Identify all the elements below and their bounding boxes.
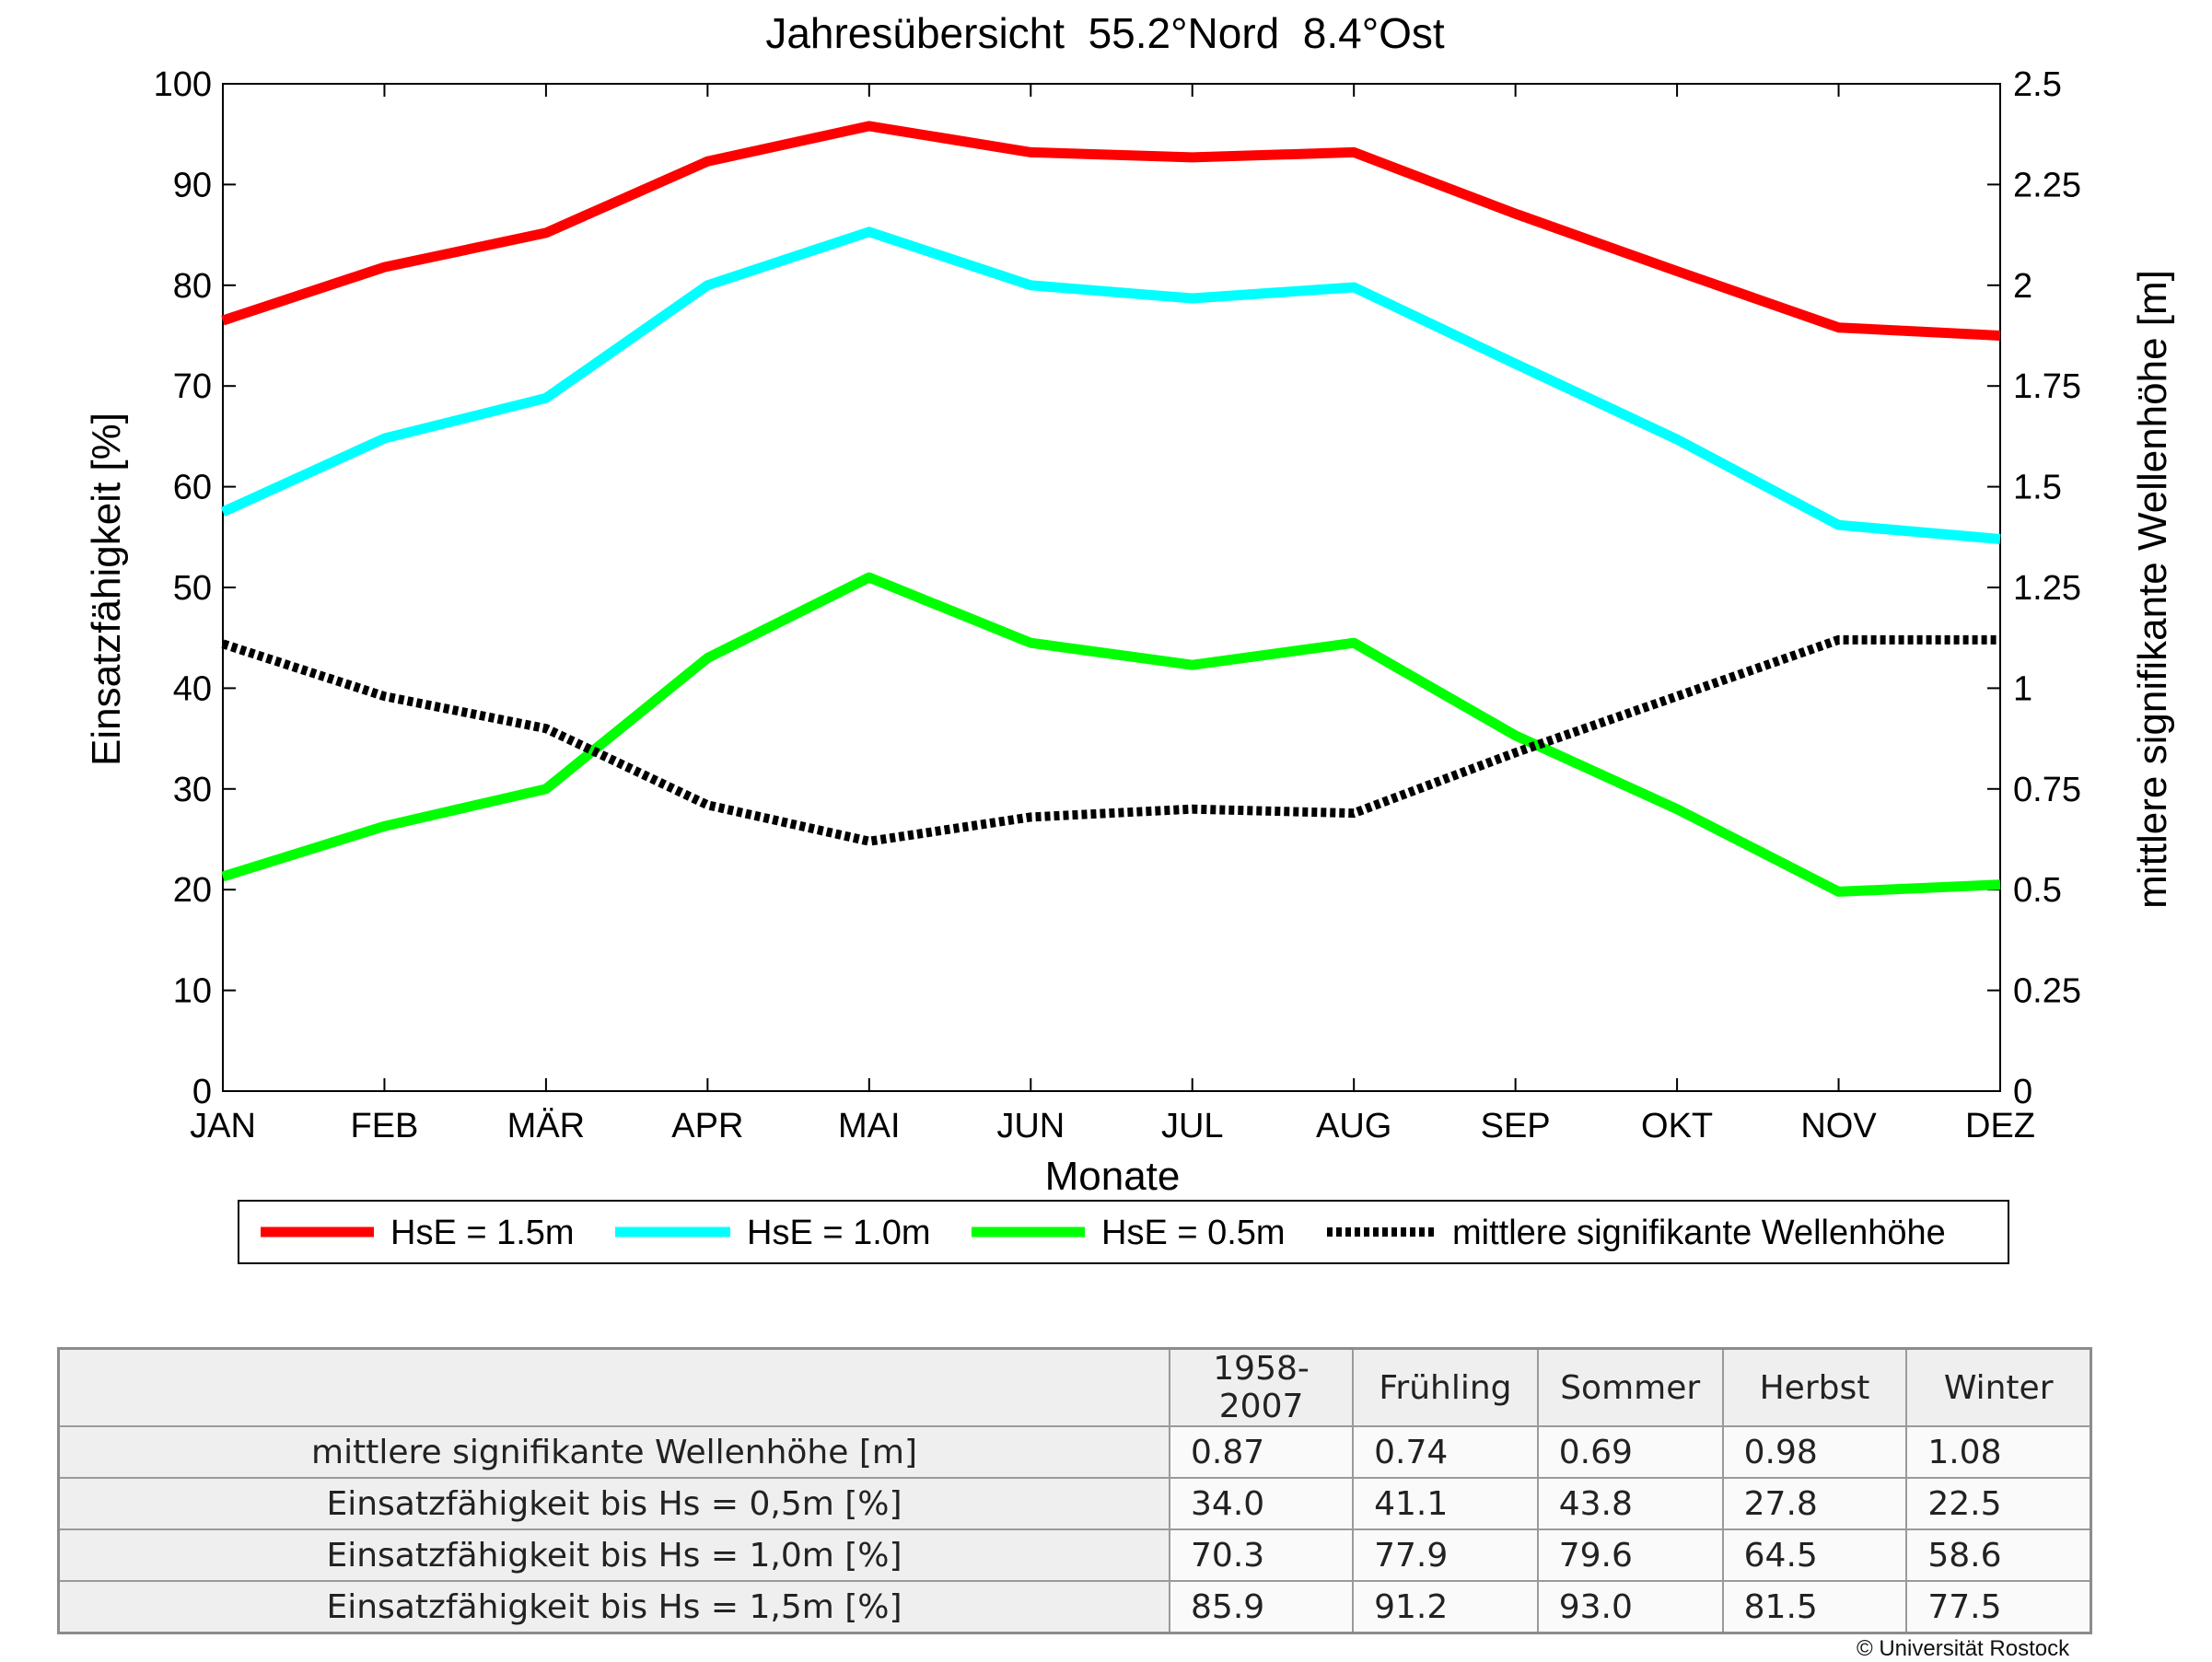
y-tick-label-left: 30 <box>173 771 212 809</box>
x-tick-label: MAI <box>838 1107 901 1145</box>
y-tick-label-left: 10 <box>173 972 212 1011</box>
x-tick-label: JUL <box>1161 1107 1224 1145</box>
y-tick-label-left: 70 <box>173 367 212 406</box>
tick-labels: 0 10 20 30 40 50 60 70 80 90 100 0 0.25 0.5 0.75 1 1.25 1… <box>154 65 2081 1145</box>
copyright-notice: © Universität Rostock <box>1857 1636 2070 1661</box>
table-cell: 77.9 <box>1352 1528 1539 1582</box>
table-cell: 34.0 <box>1169 1477 1355 1530</box>
table-row-label: Einsatzfähigkeit bis Hs = 0,5m [%] <box>57 1477 1171 1530</box>
x-tick-label: OKT <box>1641 1107 1713 1145</box>
legend-label: mittlere signifikante Wellenhöhe <box>1452 1214 1946 1252</box>
table-corner-cell <box>57 1347 1171 1427</box>
table-row: mittlere signifikante Wellenhöhe [m] 0.8… <box>57 1425 2092 1479</box>
series-line-3 <box>221 572 2001 897</box>
table-header-period: 1958-2007 <box>1169 1347 1355 1427</box>
y-axis-label-right: mittlere signifikante Wellenhöhe [m] <box>2130 270 2175 909</box>
plot-area-border <box>222 83 2001 1092</box>
table-cell: 27.8 <box>1721 1477 1908 1530</box>
legend-box <box>238 1200 2009 1264</box>
statistics-table: 1958-2007 Frühling Sommer Herbst Winter … <box>57 1347 2092 1634</box>
series-lines <box>220 121 2001 897</box>
y-tick-label-right: 2 <box>2013 267 2032 306</box>
y-tick-label-right: 0.75 <box>2013 771 2081 809</box>
x-tick-label: DEZ <box>1965 1107 2035 1145</box>
table-row: Einsatzfähigkeit bis Hs = 0,5m [%] 34.0 … <box>57 1477 2092 1530</box>
series-line-4 <box>221 634 2000 846</box>
y-tick-label-right: 1.5 <box>2013 469 2062 507</box>
table-cell: 85.9 <box>1169 1580 1355 1634</box>
legend: HsE = 1.5m HsE = 1.0m HsE = 0.5m mittlere s… <box>238 1200 2009 1264</box>
table-cell: 41.1 <box>1352 1477 1539 1530</box>
legend-label: HsE = 1.5m <box>390 1214 575 1252</box>
y-tick-label-left: 20 <box>173 871 212 910</box>
chart-title: Jahresübersicht 55.2°Nord 8.4°Ost <box>765 9 1445 57</box>
table-row-label: Einsatzfähigkeit bis Hs = 1,0m [%] <box>57 1528 1171 1582</box>
table-header-summer: Sommer <box>1536 1347 1724 1427</box>
table-cell: 64.5 <box>1721 1528 1908 1582</box>
y-tick-label-left: 0 <box>192 1073 212 1111</box>
x-tick-label: SEP <box>1481 1107 1551 1145</box>
y-tick-label-left: 60 <box>173 469 212 507</box>
table-cell: 0.98 <box>1721 1425 1908 1479</box>
y-tick-label-left: 40 <box>173 669 212 708</box>
table-header-row: 1958-2007 Frühling Sommer Herbst Winter <box>57 1347 2092 1427</box>
table-cell: 70.3 <box>1169 1528 1355 1582</box>
y-tick-label-right: 2.5 <box>2013 65 2062 104</box>
y-tick-label-right: 1.25 <box>2013 569 2081 608</box>
y-tick-label-right: 1.75 <box>2013 367 2081 406</box>
y-tick-label-left: 100 <box>154 65 212 104</box>
table-cell: 0.87 <box>1169 1425 1355 1479</box>
table-row: Einsatzfähigkeit bis Hs = 1,5m [%] 85.9 … <box>57 1580 2092 1634</box>
plot-frame <box>222 83 2001 1092</box>
y-tick-label-right: 2.25 <box>2013 166 2081 204</box>
x-tick-label: MÄR <box>507 1107 585 1145</box>
y-tick-label-right: 0 <box>2013 1073 2032 1111</box>
table-cell: 93.0 <box>1536 1580 1724 1634</box>
y-tick-label-right: 1 <box>2013 669 2032 708</box>
table-cell: 79.6 <box>1536 1528 1724 1582</box>
table-row-label: mittlere signifikante Wellenhöhe [m] <box>57 1425 1171 1479</box>
y-tick-label-left: 80 <box>173 267 212 306</box>
y-axis-label-left: Einsatzfähigkeit [%] <box>84 413 129 766</box>
y-tick-label-right: 0.25 <box>2013 972 2081 1011</box>
y-tick-label-left: 50 <box>173 569 212 608</box>
table-cell: 1.08 <box>1905 1425 2092 1479</box>
legend-label: HsE = 0.5m <box>1101 1214 1286 1252</box>
series-line-1 <box>221 121 2001 341</box>
series-line-2 <box>220 227 2001 544</box>
x-tick-label: AUG <box>1316 1107 1391 1145</box>
table-cell: 0.74 <box>1352 1425 1539 1479</box>
table-cell: 77.5 <box>1905 1580 2092 1634</box>
x-tick-label: JAN <box>190 1107 256 1145</box>
axis-ticks <box>222 83 2001 1092</box>
table-header-autumn: Herbst <box>1721 1347 1908 1427</box>
table-cell: 43.8 <box>1536 1477 1724 1530</box>
table-cell: 58.6 <box>1905 1528 2092 1582</box>
table-cell: 0.69 <box>1536 1425 1724 1479</box>
legend-label: HsE = 1.0m <box>747 1214 931 1252</box>
table-cell: 22.5 <box>1905 1477 2092 1530</box>
table-cell: 91.2 <box>1352 1580 1539 1634</box>
y-tick-label-right: 0.5 <box>2013 871 2062 910</box>
y-tick-label-left: 90 <box>173 166 212 204</box>
x-tick-label: APR <box>671 1107 743 1145</box>
x-tick-label: FEB <box>351 1107 419 1145</box>
x-tick-label: NOV <box>1800 1107 1877 1145</box>
table-row-label: Einsatzfähigkeit bis Hs = 1,5m [%] <box>57 1580 1171 1634</box>
table-header-winter: Winter <box>1905 1347 2092 1427</box>
x-axis-label: Monate <box>1045 1154 1181 1199</box>
table-cell: 81.5 <box>1721 1580 1908 1634</box>
table-row: Einsatzfähigkeit bis Hs = 1,0m [%] 70.3 … <box>57 1528 2092 1582</box>
x-tick-label: JUN <box>996 1107 1065 1145</box>
table-header-spring: Frühling <box>1352 1347 1539 1427</box>
